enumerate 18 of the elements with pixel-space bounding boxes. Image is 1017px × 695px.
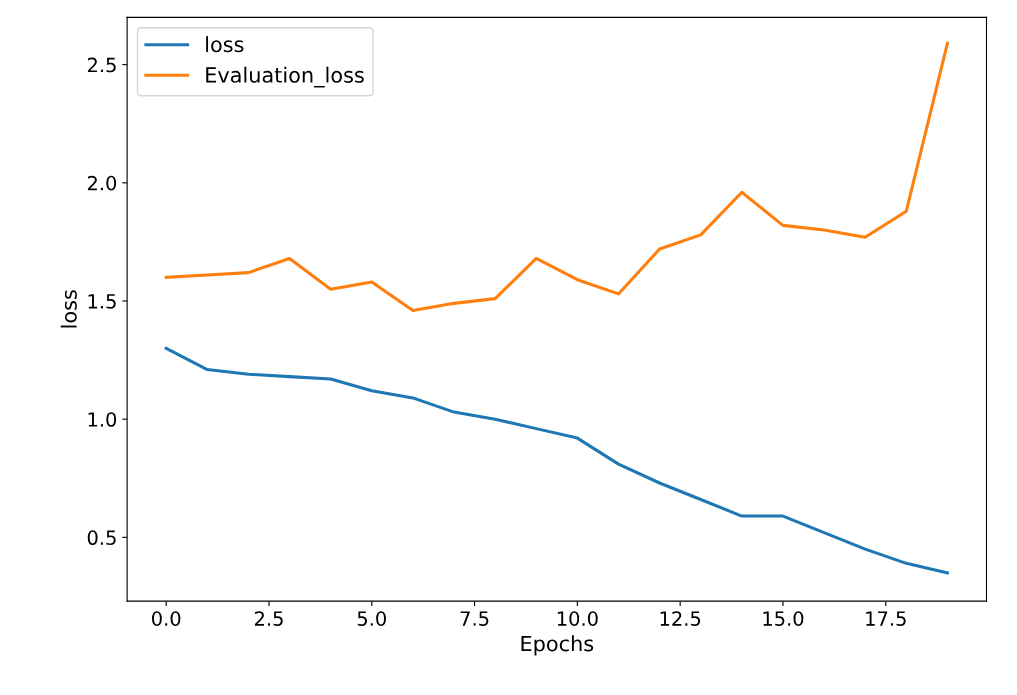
legend-label: Evaluation_loss [206,66,364,88]
x-tick-label: 5.0 [357,611,386,626]
y-tick-label: 0.5 [87,530,116,546]
x-tick-label: 2.5 [254,611,283,626]
x-tick-label: 12.5 [660,611,701,626]
x-tick-label: 17.5 [866,611,906,626]
line-series [164,346,949,575]
x-axis-title: Epochs [521,635,594,656]
x-tick-label: 7.5 [460,611,489,626]
y-tick-label: 2.0 [87,175,117,191]
x-tick-label: 15.0 [763,611,804,626]
y-axis-title: loss [60,290,77,328]
y-tick-label: 2.5 [87,57,116,73]
legend-label: loss [206,36,244,53]
x-tick-label: 0.0 [152,611,181,626]
x-tick-label: 10.0 [557,611,598,626]
y-tick-label: 1.5 [88,294,116,309]
y-tick-label: 1.0 [88,412,117,427]
